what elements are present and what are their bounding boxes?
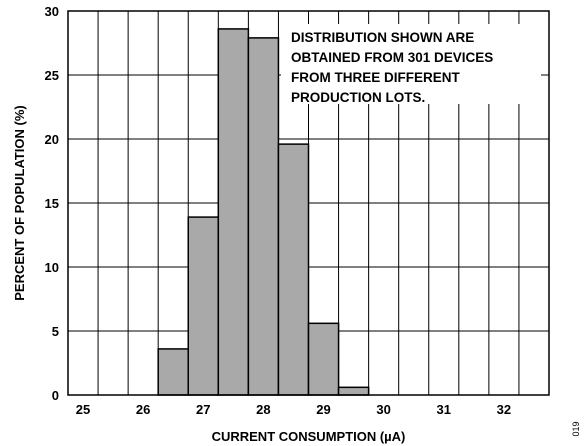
annotation-box bbox=[281, 24, 541, 104]
annotation-background bbox=[281, 24, 541, 104]
histogram-bar bbox=[337, 386, 370, 396]
x-tick-labels: 25 26 27 28 29 30 31 32 bbox=[76, 402, 511, 417]
annotation-line: PRODUCTION LOTS. bbox=[291, 90, 425, 105]
histogram-bar bbox=[307, 322, 340, 396]
figure-id: 019 bbox=[571, 421, 581, 436]
y-tick-labels: 0 5 10 15 20 25 30 bbox=[45, 4, 59, 403]
y-tick-label: 5 bbox=[52, 324, 59, 339]
y-axis-label: PERCENT OF POPULATION (%) bbox=[12, 105, 27, 300]
x-tick-label: 26 bbox=[136, 402, 150, 417]
y-tick-label: 25 bbox=[45, 68, 59, 83]
histogram-bar bbox=[247, 37, 280, 396]
annotation-line: FROM THREE DIFFERENT bbox=[291, 70, 460, 85]
histogram-bars bbox=[157, 28, 370, 396]
x-axis-label: CURRENT CONSUMPTION (µA) bbox=[212, 429, 406, 444]
annotation-line: DISTRIBUTION SHOWN ARE bbox=[291, 30, 474, 45]
y-tick-label: 30 bbox=[45, 4, 59, 19]
y-tick-label: 20 bbox=[45, 132, 59, 147]
histogram-bar bbox=[277, 143, 310, 396]
y-tick-label: 10 bbox=[45, 260, 59, 275]
y-tick-label: 15 bbox=[45, 196, 59, 211]
x-tick-label: 28 bbox=[256, 402, 270, 417]
histogram-bar bbox=[157, 348, 189, 396]
histogram-bar bbox=[187, 216, 220, 396]
x-tick-label: 25 bbox=[76, 402, 90, 417]
annotation-line: OBTAINED FROM 301 DEVICES bbox=[291, 50, 493, 65]
x-tick-label: 27 bbox=[196, 402, 210, 417]
x-tick-label: 30 bbox=[376, 402, 390, 417]
y-tick-label: 0 bbox=[52, 388, 59, 403]
x-tick-label: 32 bbox=[497, 402, 511, 417]
x-tick-label: 31 bbox=[437, 402, 451, 417]
annotation-text: DISTRIBUTION SHOWN ARE OBTAINED FROM 301 … bbox=[291, 30, 493, 105]
plot-frame bbox=[67, 10, 550, 396]
x-tick-label: 29 bbox=[316, 402, 330, 417]
histogram-bar bbox=[217, 28, 250, 396]
